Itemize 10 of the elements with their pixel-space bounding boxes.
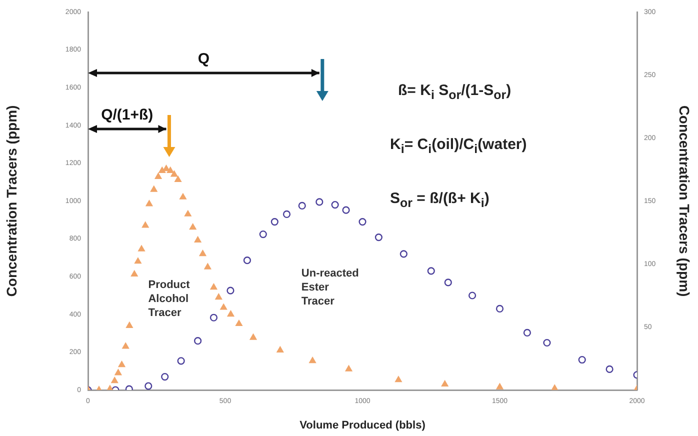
y2-axis-title: Concentration Tracers (ppm) — [676, 105, 693, 297]
annotation: Q/(1+ß) — [101, 106, 154, 124]
annotation: Q — [198, 50, 210, 68]
annotation: S$_{or}$ = ß/(ß+ K$_{i}$) — [390, 190, 490, 210]
x-axis-title: Volume Produced (bbls) — [300, 419, 426, 432]
series-label: Product Alcohol Tracer — [148, 278, 190, 319]
y-axis-title: Concentration Tracers (ppm) — [3, 105, 20, 297]
annotation: ß= K$_{i}$ S$_{or}$/(1-S$_{or}$) — [398, 82, 512, 102]
text: Un-reacted Ester Tracer — [301, 267, 359, 308]
annotation: K$_{i}$= C$_{i}$(oil)/C$_{i}$(water) — [390, 136, 527, 156]
